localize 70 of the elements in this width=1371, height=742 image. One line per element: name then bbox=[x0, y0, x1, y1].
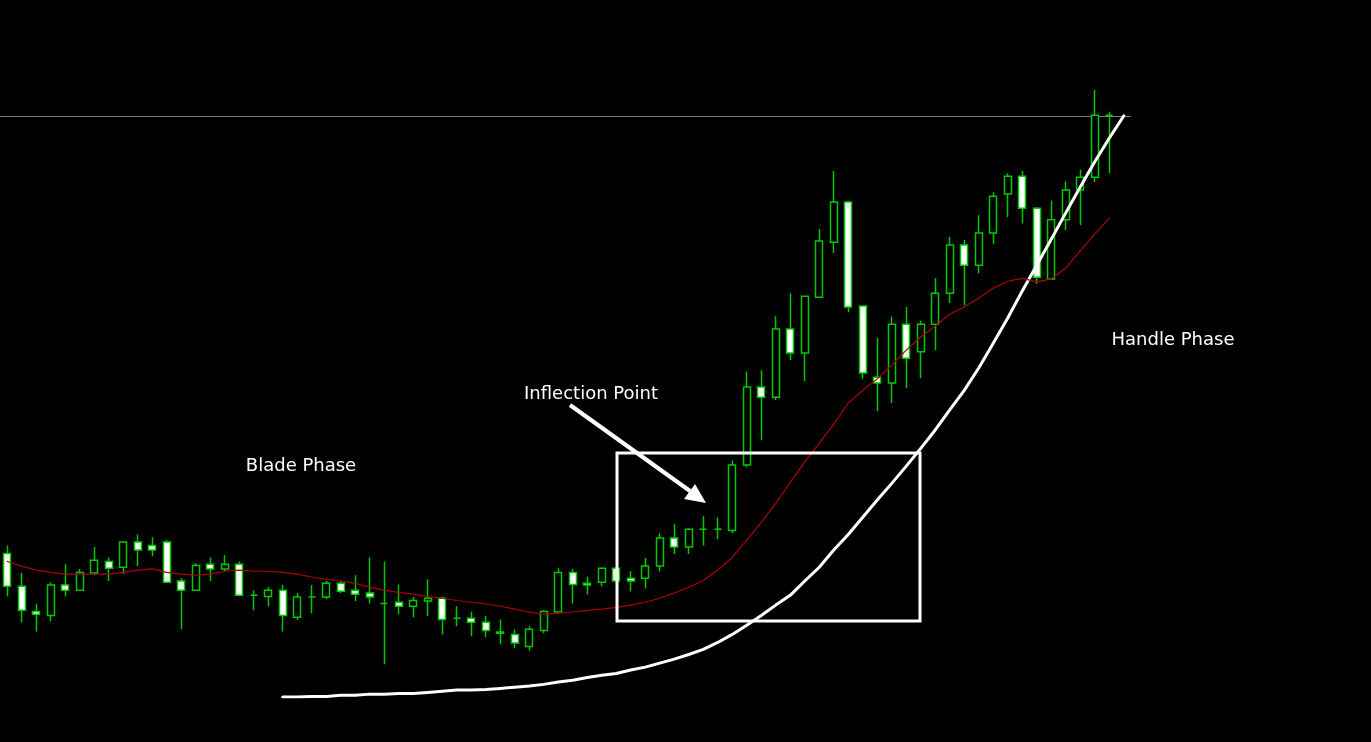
candlestick bbox=[756, 369, 766, 442]
candlestick bbox=[2, 544, 12, 598]
candlestick bbox=[887, 316, 897, 404]
candlestick bbox=[655, 532, 665, 572]
candlestick bbox=[133, 533, 143, 567]
annotation: Inflection Point bbox=[524, 381, 658, 403]
candlestick bbox=[698, 515, 708, 547]
candlestick bbox=[60, 563, 70, 598]
candlestick bbox=[771, 315, 781, 401]
candlestick bbox=[524, 625, 534, 652]
candlestick bbox=[46, 581, 56, 622]
candlestick bbox=[858, 304, 868, 380]
candlestick bbox=[945, 236, 955, 304]
candlestick bbox=[901, 306, 911, 389]
candlestick bbox=[104, 556, 114, 582]
candlestick bbox=[234, 560, 244, 597]
candlestick bbox=[814, 228, 824, 299]
candlestick bbox=[408, 596, 418, 618]
annotation: Handle Phase bbox=[1111, 327, 1235, 349]
candlestick bbox=[843, 200, 853, 313]
candlestick bbox=[1017, 170, 1027, 224]
candlestick bbox=[205, 556, 215, 582]
candlestick bbox=[481, 615, 491, 639]
candlestick bbox=[872, 337, 882, 412]
candlestick bbox=[307, 584, 317, 614]
candlestick bbox=[829, 170, 839, 254]
candlestick bbox=[553, 567, 563, 614]
candlestick bbox=[988, 191, 998, 245]
candlestick bbox=[684, 527, 694, 555]
candlestick bbox=[379, 560, 389, 666]
candlestick bbox=[176, 577, 186, 630]
candlestick bbox=[495, 618, 505, 645]
candlestick bbox=[31, 603, 41, 633]
candlestick bbox=[626, 570, 636, 593]
candlestick bbox=[785, 292, 795, 361]
candlestick bbox=[350, 574, 360, 602]
candlestick bbox=[669, 523, 679, 555]
candlestick bbox=[147, 536, 157, 558]
candlestick bbox=[727, 459, 737, 535]
candlestick bbox=[800, 295, 810, 382]
candlestick bbox=[423, 578, 433, 617]
candlestick bbox=[713, 516, 723, 540]
candlestick bbox=[1003, 172, 1013, 218]
candlestick bbox=[582, 575, 592, 595]
candlestick bbox=[263, 586, 273, 608]
candlestick bbox=[916, 320, 926, 380]
candlestick bbox=[278, 584, 288, 633]
candlestick bbox=[597, 566, 607, 587]
candlestick bbox=[1104, 111, 1114, 175]
candlestick bbox=[162, 539, 172, 583]
candlestick bbox=[452, 605, 462, 628]
candlestick bbox=[930, 277, 940, 351]
candlestick bbox=[249, 589, 259, 612]
candlestick bbox=[959, 239, 969, 307]
candlestick bbox=[394, 583, 404, 616]
annotation: Blade Phase bbox=[245, 453, 357, 475]
candlestick bbox=[336, 580, 346, 594]
candlestick bbox=[17, 572, 27, 624]
candlestick bbox=[742, 370, 752, 469]
candlestick bbox=[568, 568, 578, 605]
candlestick bbox=[974, 214, 984, 274]
candlestick bbox=[365, 556, 375, 605]
candlestick bbox=[321, 580, 331, 601]
candlestick bbox=[118, 541, 128, 575]
candlestick bbox=[640, 557, 650, 590]
candlestick bbox=[292, 592, 302, 621]
candlestick bbox=[466, 610, 476, 637]
candlestick bbox=[437, 595, 447, 636]
candlestick bbox=[510, 628, 520, 649]
candlestick bbox=[220, 554, 230, 572]
